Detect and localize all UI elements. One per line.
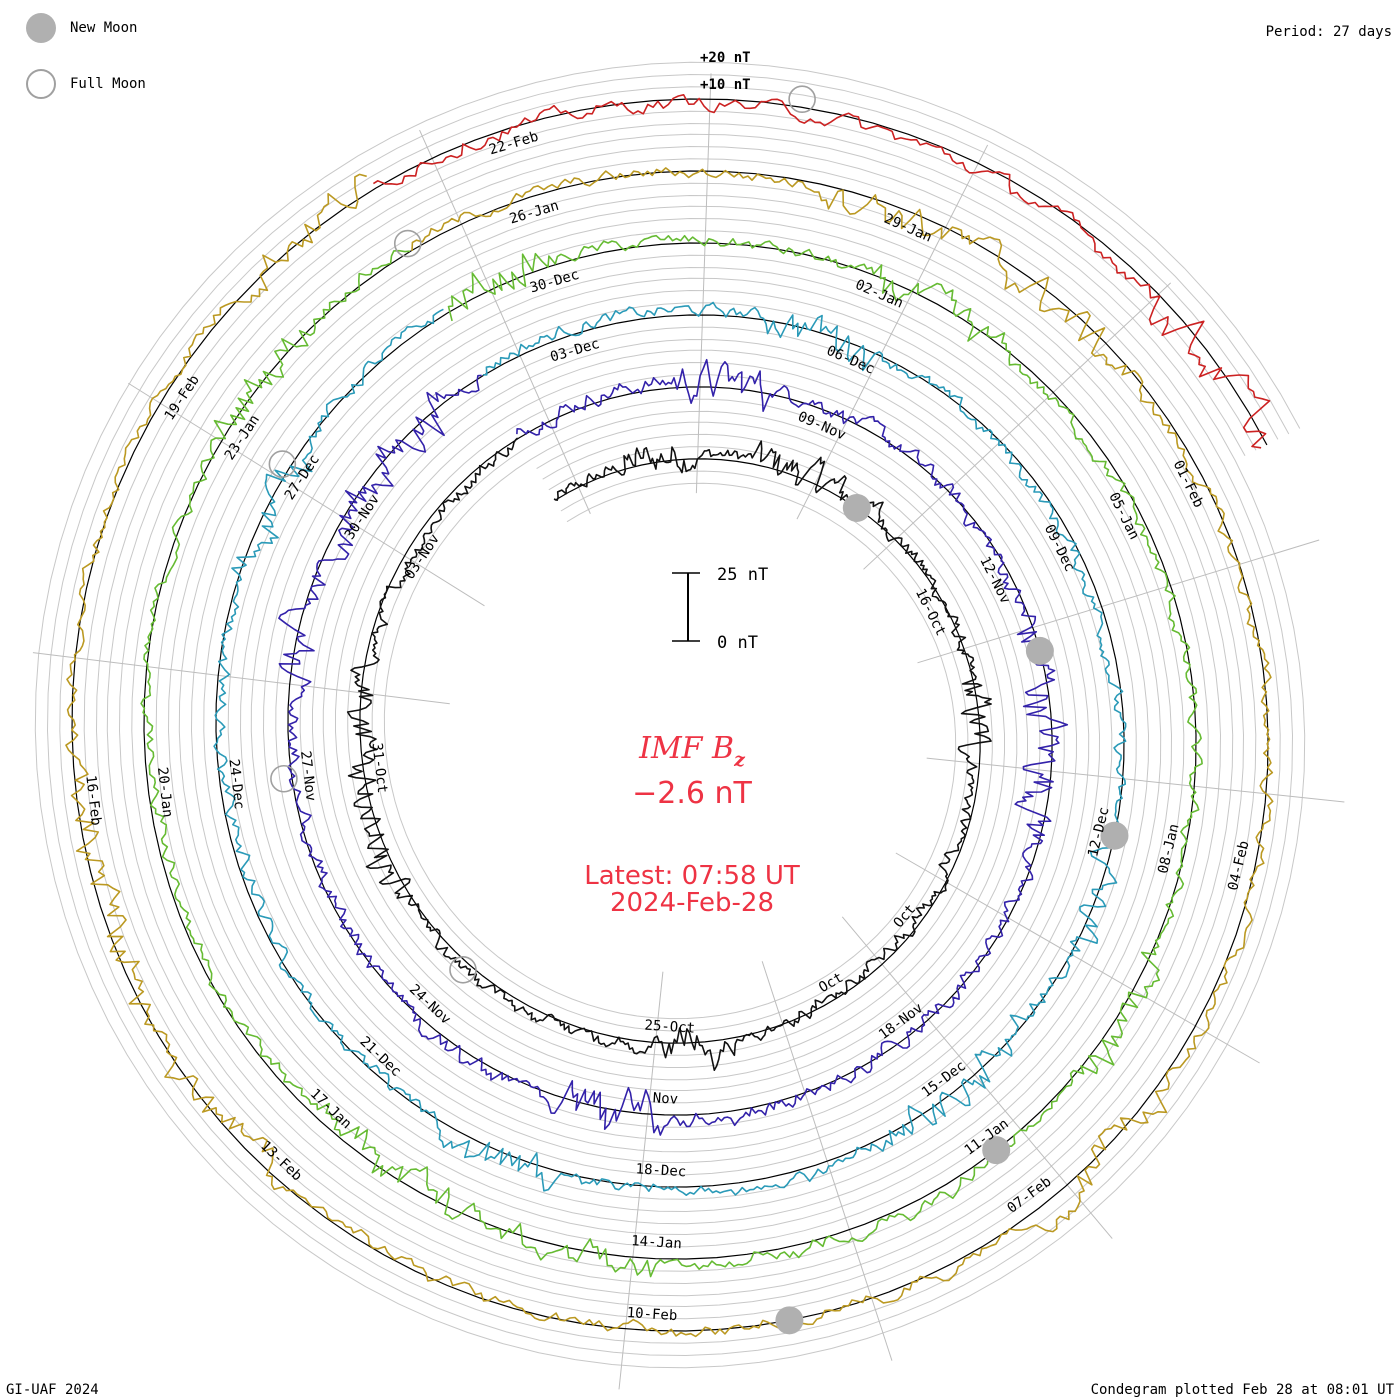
date-label-21: 27-Dec <box>282 452 323 503</box>
grid-track-2 <box>59 86 1281 1344</box>
date-label-27: 14-Jan <box>631 1233 682 1252</box>
new-moon-marker-4 <box>775 1306 804 1335</box>
moon-markers <box>268 85 1129 1335</box>
full-moon-label: Full Moon <box>70 76 146 92</box>
date-label-25: 08-Jan <box>1155 822 1182 875</box>
date-label-1: Oct <box>891 901 920 931</box>
center-readout: IMF Bz −2.6 nT Latest: 07:58 UT 2024-Feb… <box>584 731 800 918</box>
date-label-17: 15-Dec <box>919 1058 969 1101</box>
spoke-7 <box>926 757 1345 803</box>
spoke-2 <box>419 129 591 514</box>
date-label-28: 17-Jan <box>307 1086 355 1132</box>
plotted-label: Condegram plotted Feb 28 at 08:01 UT <box>1090 1382 1394 1398</box>
date-label-29: 20-Jan <box>154 766 176 818</box>
date-label-30: 23-Jan <box>222 412 263 463</box>
scale-bottom-label: 0 nT <box>717 633 758 653</box>
quantity-subscript: z <box>733 749 746 771</box>
ring-label-mid: +10 nT <box>700 77 751 93</box>
scale-top-label: 25 nT <box>717 565 768 585</box>
spoke-8 <box>895 852 1260 1064</box>
date-label-8: 18-Nov <box>876 1000 926 1043</box>
latest-date: 2024-Feb-28 <box>610 888 774 918</box>
spoke-3 <box>695 73 712 494</box>
series-cycle-4 <box>140 234 1203 1278</box>
full-moon-icon <box>26 69 56 99</box>
date-label-23: 02-Jan <box>853 277 906 312</box>
date-label-20: 24-Dec <box>225 758 247 810</box>
full-moon-marker-0 <box>449 956 477 984</box>
scale-bar: 25 nT 0 nT <box>672 565 768 653</box>
date-label-39: 19-Feb <box>162 372 203 423</box>
date-label-18: 18-Dec <box>635 1161 686 1180</box>
grid-track-0 <box>95 122 1246 1308</box>
current-value: −2.6 nT <box>632 776 752 811</box>
latest-time: Latest: 07:58 UT <box>584 861 800 891</box>
grid-track-3 <box>46 73 1294 1357</box>
full-moon-marker-1 <box>270 764 298 793</box>
new-moon-marker-1 <box>1025 636 1054 665</box>
zero-line <box>71 98 1269 1332</box>
date-label-38: 16-Feb <box>82 774 104 826</box>
date-labels: 16-OctOctOct25-Oct31-Oct03-Nov09-Nov12-N… <box>82 129 1252 1324</box>
quantity-main: IMF B <box>638 731 734 766</box>
date-label-34: 04-Feb <box>1225 839 1252 892</box>
spoke-6 <box>917 539 1320 664</box>
date-label-11: 27-Nov <box>297 750 319 802</box>
grid-track-1 <box>83 110 1257 1320</box>
chart-spokes <box>32 73 1345 1390</box>
series-cycle-6 <box>372 94 1271 449</box>
zero-reference-spiral <box>71 98 1269 1332</box>
spoke-4 <box>796 144 989 520</box>
new-moon-marker-0 <box>842 493 871 522</box>
date-label-14: 06-Dec <box>824 343 877 378</box>
full-moon-marker-4 <box>788 85 816 113</box>
date-label-4: 31-Oct <box>368 742 390 794</box>
series-cycle-1 <box>346 437 992 1071</box>
series-cycle-2 <box>278 358 1069 1136</box>
date-label-9: Nov <box>652 1090 678 1108</box>
new-moon-label: New Moon <box>70 20 138 36</box>
new-moon-marker-2 <box>1100 821 1129 850</box>
chart-grid <box>34 61 1306 1369</box>
period-label: Period: 27 days <box>1265 24 1392 40</box>
quantity-title: IMF Bz <box>638 731 746 771</box>
legend-full-moon: Full Moon <box>26 68 146 100</box>
series-cycle-5 <box>65 167 1274 1338</box>
date-label-3: 25-Oct <box>644 1018 695 1037</box>
new-moon-marker-3 <box>982 1136 1011 1165</box>
spoke-5 <box>863 282 1172 570</box>
credit-label: GI-UAF 2024 <box>6 1382 99 1398</box>
date-label-37: 13-Feb <box>257 1138 305 1184</box>
spoke-1 <box>128 382 485 607</box>
date-label-32: 29-Jan <box>882 211 935 246</box>
date-label-35: 07-Feb <box>1004 1174 1054 1217</box>
grid-track-4 <box>34 61 1306 1369</box>
new-moon-icon <box>26 13 56 43</box>
chart-series <box>65 94 1274 1338</box>
spoke-11 <box>618 971 664 1390</box>
series-cycle-3 <box>213 301 1127 1196</box>
ring-label-top: +20 nT <box>700 50 751 66</box>
date-label-36: 10-Feb <box>626 1305 677 1324</box>
spoke-0 <box>32 652 450 705</box>
legend-new-moon: New Moon <box>26 12 137 44</box>
full-moon-marker-3 <box>393 229 422 258</box>
full-moon-marker-2 <box>268 450 297 478</box>
